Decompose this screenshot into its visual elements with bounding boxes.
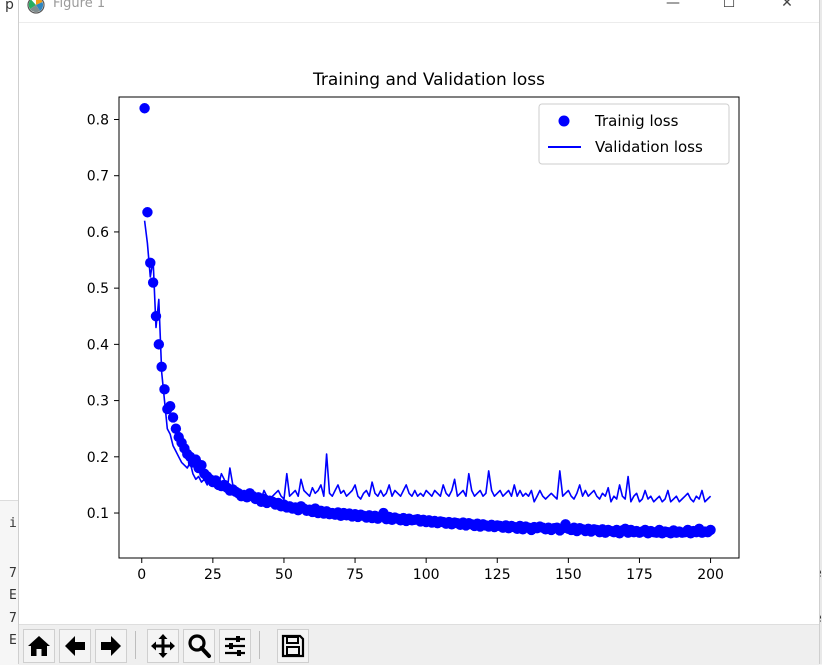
data-point-training-loss	[167, 412, 179, 423]
data-point-training-loss	[196, 460, 207, 471]
background-app-console	[0, 500, 18, 665]
y-tick-label: 0.1	[87, 506, 109, 522]
navigation-toolbar	[19, 624, 819, 665]
pan-button[interactable]	[147, 629, 179, 663]
magnifier-icon	[188, 634, 211, 658]
background-text: i	[9, 516, 17, 531]
legend-box	[538, 103, 730, 165]
data-point-training-loss	[170, 423, 182, 434]
background-text: E	[9, 633, 17, 648]
loss-chart[interactable]: Training and Validation loss 0 25 50 75 100 12…	[19, 22, 819, 624]
x-tick-label: 150	[555, 567, 582, 583]
x-tick-label: 0	[137, 567, 146, 583]
pan-move-icon	[151, 634, 175, 658]
window-titlebar[interactable]: Figure 1 — ☐ ✕	[19, 0, 819, 23]
home-icon	[28, 636, 50, 656]
data-point-training-loss	[705, 524, 716, 536]
matplotlib-app-icon	[27, 0, 45, 14]
x-tick-label: 200	[697, 567, 724, 583]
legend-label: Trainig loss	[594, 112, 679, 130]
background-text: 7	[9, 611, 17, 626]
data-point-training-loss	[147, 277, 159, 288]
chart-title: Training and Validation loss	[312, 70, 545, 90]
background-text: E	[9, 588, 17, 603]
data-point-training-loss	[142, 207, 153, 218]
background-app-edge	[818, 0, 822, 664]
background-app-panel	[0, 0, 18, 664]
data-point-training-loss	[159, 384, 170, 395]
x-tick-label: 125	[484, 567, 511, 583]
data-point-training-loss	[150, 311, 162, 322]
axes-frame	[118, 96, 740, 559]
save-disk-icon	[281, 634, 305, 658]
y-tick-label: 0.6	[87, 225, 109, 241]
x-tick-label: 175	[626, 567, 653, 583]
y-tick-label: 0.3	[87, 394, 109, 410]
data-point-training-loss	[139, 103, 150, 114]
forward-arrow-icon	[101, 636, 121, 656]
legend-marker-dot	[558, 115, 570, 127]
window-title: Figure 1	[53, 0, 106, 11]
y-tick-label: 0.7	[87, 169, 109, 185]
sliders-icon	[225, 636, 245, 656]
home-button[interactable]	[23, 629, 55, 663]
back-arrow-icon	[65, 636, 85, 656]
x-tick-label: 75	[346, 567, 364, 583]
forward-button[interactable]	[95, 629, 127, 663]
data-point-training-loss	[153, 339, 165, 350]
background-text: 7	[9, 566, 17, 581]
data-point-training-loss	[164, 401, 176, 412]
toolbar-separator	[135, 631, 136, 659]
legend-label: Validation loss	[595, 138, 703, 156]
y-tick-label: 0.8	[87, 112, 109, 128]
data-point-training-loss	[156, 361, 167, 373]
figure-window: Figure 1 — ☐ ✕ Training and Validation l…	[18, 0, 820, 665]
minimize-button[interactable]: —	[666, 0, 680, 11]
y-tick-label: 0.5	[87, 281, 109, 297]
configure-subplots-button[interactable]	[219, 629, 251, 663]
zoom-button[interactable]	[183, 629, 215, 663]
maximize-button[interactable]: ☐	[722, 0, 736, 11]
data-point-training-loss	[145, 257, 156, 269]
x-tick-label: 25	[204, 567, 222, 583]
toolbar-separator	[259, 631, 260, 659]
x-tick-label: 100	[413, 567, 440, 583]
x-tick-label: 50	[275, 567, 293, 583]
close-button[interactable]: ✕	[781, 0, 793, 11]
back-button[interactable]	[59, 629, 91, 663]
y-tick-label: 0.4	[87, 337, 109, 353]
save-button[interactable]	[277, 629, 309, 663]
y-tick-label: 0.2	[87, 450, 109, 466]
background-text: p	[5, 0, 14, 13]
